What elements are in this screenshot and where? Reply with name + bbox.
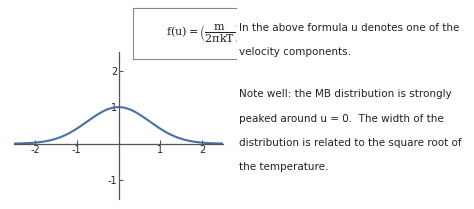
- Text: the temperature.: the temperature.: [239, 162, 328, 172]
- Text: $\mathregular{f(u) = \left(\dfrac{m}{2\pi kT}\right)^{\!\!1/2} e^{-mu^2/2kT}}$: $\mathregular{f(u) = \left(\dfrac{m}{2\p…: [165, 22, 299, 45]
- Text: In the above formula u denotes one of the: In the above formula u denotes one of th…: [239, 23, 460, 33]
- Text: velocity components.: velocity components.: [239, 47, 351, 57]
- Text: distribution is related to the square root of: distribution is related to the square ro…: [239, 138, 462, 148]
- Text: Note well: the MB distribution is strongly: Note well: the MB distribution is strong…: [239, 89, 452, 99]
- Text: peaked around u = 0.  The width of the: peaked around u = 0. The width of the: [239, 113, 444, 124]
